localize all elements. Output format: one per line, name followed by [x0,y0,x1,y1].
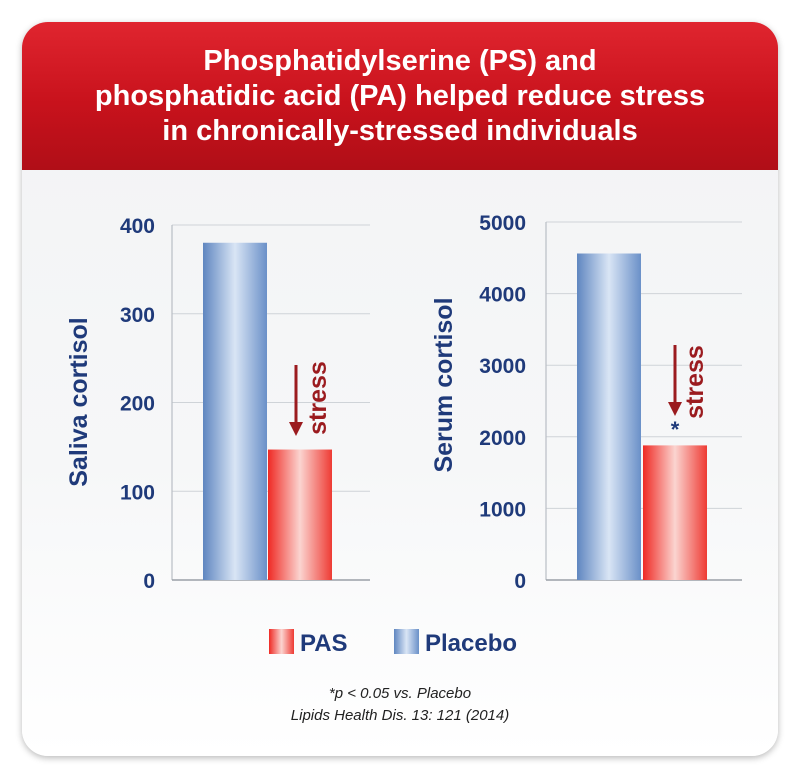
legend: PAS Placebo [269,629,517,657]
y-tick-label: 3000 [479,355,526,378]
footnote-significance: *p < 0.05 vs. Placebo [328,685,472,702]
y-tick-label: 1000 [479,498,526,521]
y-tick-label: 0 [514,570,526,593]
serum-cortisol-chart: 0 1000 2000 3000 4000 5000 Serum cortisol stres… [430,212,742,593]
y-axis-label: Saliva cortisol [65,317,93,487]
footnote-citation: Lipids Health Dis. 13: 121 (2014) [290,707,510,724]
title-line-2: phosphatidic acid (PA) helped reduce str… [94,79,706,112]
stress-label: stress [304,361,332,435]
y-tick-label: 4000 [479,284,526,307]
y-tick-label: 5000 [479,212,526,235]
title-line-3: in chronically-stressed individuals [162,114,638,147]
y-tick-label: 2000 [479,427,526,450]
y-axis-label: Serum cortisol [430,297,458,472]
placebo-bar [203,242,267,580]
arrowhead-icon [289,422,303,436]
arrowhead-icon [668,402,682,416]
y-tick-label: 200 [120,393,155,416]
legend-swatch-placebo [394,629,419,654]
title-banner: Phosphatidylserine (PS) and phosphatidic… [22,22,778,170]
pas-bar [643,445,707,580]
placebo-bar [577,253,641,580]
y-tick-label: 100 [120,481,155,504]
legend-label-placebo: Placebo [425,630,517,657]
y-tick-label: 0 [143,570,155,593]
title-line-1: Phosphatidylserine (PS) and [203,44,597,77]
significance-marker: * [671,417,680,442]
legend-swatch-pas [269,629,294,654]
pas-bar [268,449,332,580]
y-tick-label: 300 [120,304,155,327]
infographic-card: Phosphatidylserine (PS) and phosphatidic… [22,22,778,756]
y-tick-label: 400 [120,215,155,238]
legend-label-pas: PAS [300,630,348,657]
stress-label: stress [681,345,709,419]
saliva-cortisol-chart: 0 100 200 300 400 Saliva cortisol stress [65,215,370,593]
